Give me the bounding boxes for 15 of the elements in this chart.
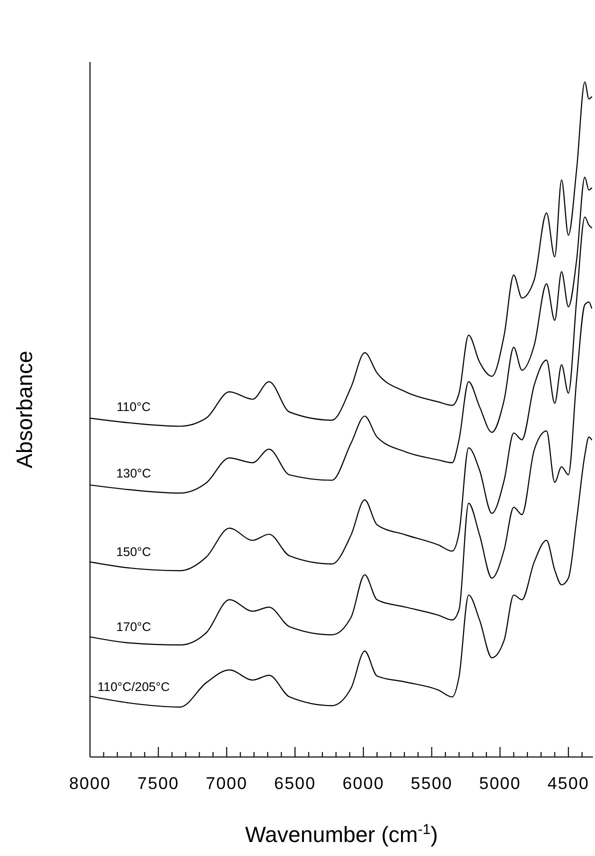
x-tick-label: 7500 — [137, 774, 180, 793]
x-tick-label: 5500 — [410, 774, 453, 793]
series-label: 110°C — [116, 400, 151, 414]
x-tick-label: 6000 — [342, 774, 384, 793]
y-axis-title: Absorbance — [12, 350, 37, 468]
x-tick-label: 5000 — [479, 774, 521, 793]
x-tick-label: 4500 — [547, 774, 590, 793]
series-label: 170°C — [116, 620, 152, 634]
series-label: 130°C — [116, 466, 152, 481]
x-tick-label: 6500 — [274, 774, 316, 793]
series-label: 150°C — [116, 545, 152, 559]
series-label: 110°C/205°C — [97, 680, 170, 694]
x-axis-title: Wavenumber (cm$^{-1}$) — [245, 822, 438, 847]
x-tick-label: 7000 — [206, 774, 248, 793]
x-tick-label: 8000 — [69, 774, 111, 793]
